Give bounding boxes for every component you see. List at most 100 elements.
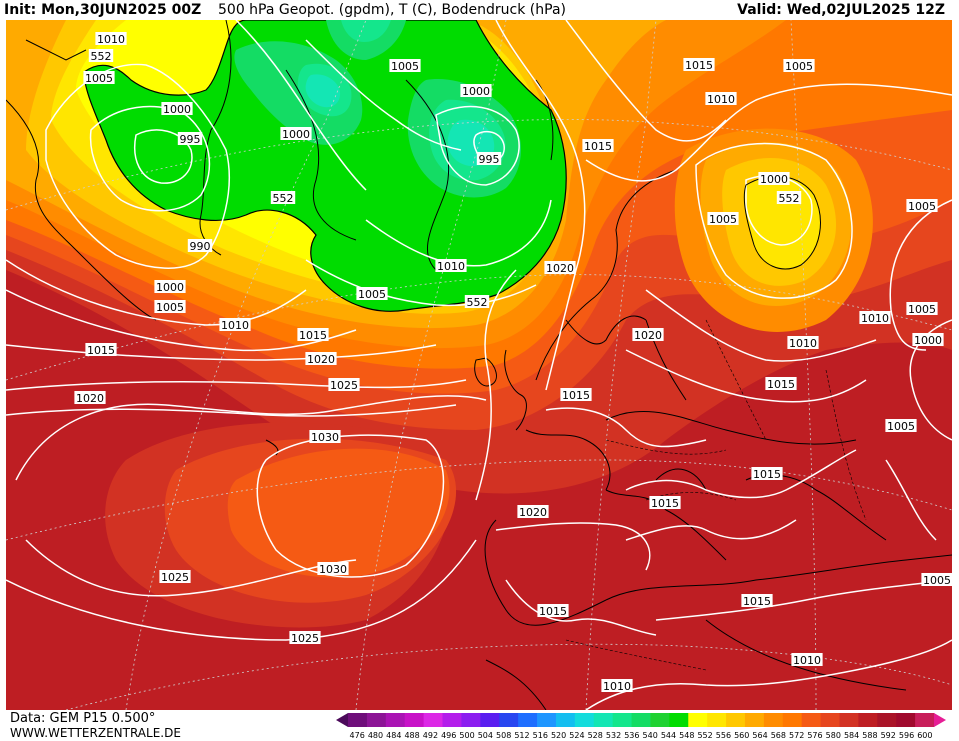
isobar-label: 1010 [601, 679, 633, 693]
svg-text:1020: 1020 [307, 353, 335, 366]
svg-text:1000: 1000 [914, 334, 942, 347]
legend-tick-label: 496 [441, 731, 456, 740]
isobar-label: 1000 [758, 172, 790, 186]
isobar-label: 1015 [582, 139, 614, 153]
isobar-label: 1015 [765, 377, 797, 391]
isobar-label: 1005 [921, 573, 952, 587]
svg-text:1030: 1030 [311, 431, 339, 444]
isobar-label: 1020 [517, 505, 549, 519]
isobar-label: 1000 [161, 102, 193, 116]
isobar-label: 1020 [632, 328, 664, 342]
legend-tick-label: 592 [881, 731, 896, 740]
legend-tick-label: 500 [459, 731, 474, 740]
legend-tick-label: 572 [789, 731, 804, 740]
legend-tick-label: 560 [734, 731, 749, 740]
svg-text:1015: 1015 [743, 595, 771, 608]
legend-tick-label: 532 [606, 731, 621, 740]
legend-swatch [574, 713, 595, 727]
legend-tick-label: 568 [771, 731, 786, 740]
svg-text:1020: 1020 [634, 329, 662, 342]
legend-tick-label: 588 [862, 731, 877, 740]
legend-tick-label: 596 [899, 731, 914, 740]
svg-text:1000: 1000 [163, 103, 191, 116]
isobar-label: 1010 [219, 318, 251, 332]
legend-swatch [385, 713, 406, 727]
isobar-label: 1020 [305, 352, 337, 366]
legend-tick-label: 528 [588, 731, 603, 740]
legend-swatch [404, 713, 425, 727]
svg-text:1010: 1010 [437, 260, 465, 273]
legend-tick-label: 484 [386, 731, 401, 740]
chart-header: Init: Mon,30JUN2025 00Z 500 hPa Geopot. … [0, 0, 959, 20]
legend-swatch [537, 713, 557, 727]
svg-text:1010: 1010 [861, 312, 889, 325]
legend-tick-label: 564 [752, 731, 767, 740]
svg-text:1015: 1015 [584, 140, 612, 153]
isobar-label: 1005 [83, 71, 115, 85]
legend-swatch [631, 713, 651, 727]
legend-swatch [555, 713, 576, 727]
legend-swatch [877, 713, 897, 727]
svg-text:1010: 1010 [221, 319, 249, 332]
isobar-label: 1005 [154, 300, 186, 314]
svg-text:552: 552 [273, 192, 294, 205]
legend-swatch [423, 713, 444, 727]
isobar-label: 1020 [74, 391, 106, 405]
isobar-label: 1015 [537, 604, 569, 618]
svg-text:1015: 1015 [539, 605, 567, 618]
isobar-label: 1020 [544, 261, 576, 275]
valid-time: Valid: Wed,02JUL2025 12Z [737, 2, 945, 18]
isobar-label: 1005 [389, 59, 421, 73]
svg-text:1010: 1010 [97, 33, 125, 46]
svg-text:1020: 1020 [519, 506, 547, 519]
legend-swatch [669, 713, 689, 727]
legend-tick-label: 584 [844, 731, 859, 740]
svg-text:552: 552 [91, 50, 112, 63]
svg-text:990: 990 [190, 240, 211, 253]
svg-text:1005: 1005 [358, 288, 386, 301]
svg-text:1025: 1025 [161, 571, 189, 584]
svg-text:1010: 1010 [603, 680, 631, 693]
svg-text:1015: 1015 [562, 389, 590, 402]
svg-text:1000: 1000 [462, 85, 490, 98]
legend-swatch [726, 713, 746, 727]
isobar-label: 552 [88, 49, 114, 63]
isobar-label: 1025 [289, 631, 321, 645]
isobar-label: 1010 [705, 92, 737, 106]
svg-text:1030: 1030 [319, 563, 347, 576]
legend-swatch [839, 713, 859, 727]
svg-text:1020: 1020 [546, 262, 574, 275]
svg-text:1025: 1025 [330, 379, 358, 392]
legend-tick-label: 576 [807, 731, 822, 740]
legend-arrow-high [934, 713, 946, 727]
isobar-label: 1005 [885, 419, 917, 433]
svg-text:1015: 1015 [87, 344, 115, 357]
svg-text:995: 995 [180, 133, 201, 146]
isobar-label: 1010 [791, 653, 823, 667]
isobar-label: 1030 [309, 430, 341, 444]
isobar-label: 1005 [707, 212, 739, 226]
legend-swatch [593, 713, 614, 727]
isobar-label: 1015 [751, 467, 783, 481]
isobar-label: 1005 [906, 302, 938, 316]
contour-552-line [743, 175, 821, 270]
svg-text:1000: 1000 [156, 281, 184, 294]
legend-swatch [480, 713, 500, 727]
legend-arrow-low [336, 713, 348, 727]
legend-tick-label: 556 [716, 731, 731, 740]
isobar-label: 552 [270, 191, 296, 205]
legend-swatch [348, 713, 368, 727]
data-source: Data: GEM P15 0.500° [10, 711, 156, 726]
svg-text:1020: 1020 [76, 392, 104, 405]
init-time: Init: Mon,30JUN2025 00Z [4, 2, 202, 18]
svg-text:1005: 1005 [785, 60, 813, 73]
legend-swatch [896, 713, 916, 727]
svg-text:1005: 1005 [709, 213, 737, 226]
legend-tick-label: 544 [661, 731, 676, 740]
legend-tick-label: 580 [826, 731, 841, 740]
svg-text:552: 552 [467, 296, 488, 309]
isobar-label: 1010 [787, 336, 819, 350]
isobar-labels: 1010 552 1005 1000 995 1000 552 990 1000 1005 1010… [74, 32, 952, 693]
svg-text:1015: 1015 [685, 59, 713, 72]
isobar-label: 1000 [460, 84, 492, 98]
